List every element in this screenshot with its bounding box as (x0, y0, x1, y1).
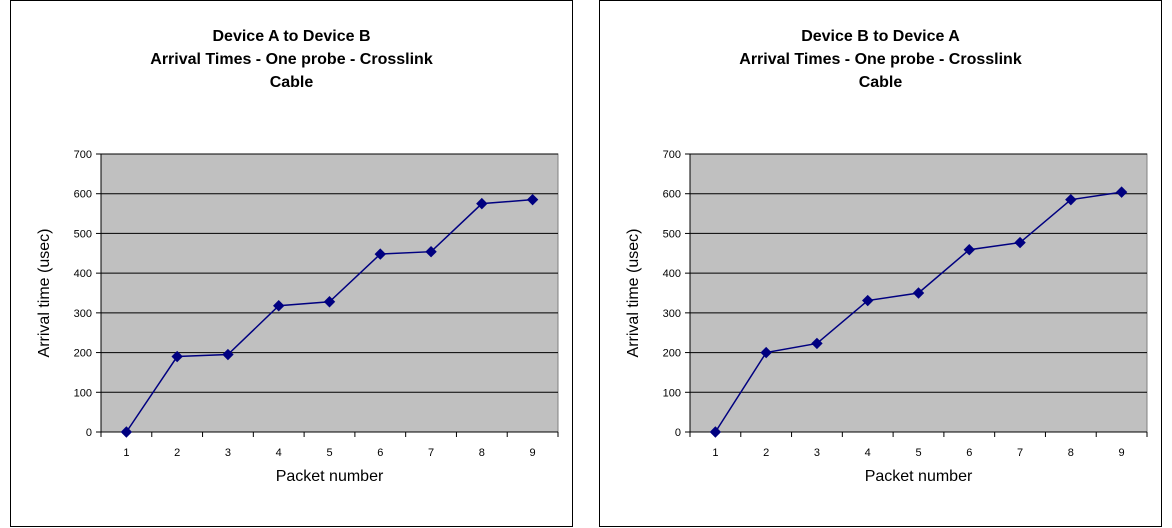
y-tick-label: 600 (663, 189, 681, 201)
y-axis-label: Arrival time (usec) (625, 229, 642, 358)
y-tick-label: 200 (663, 348, 681, 360)
y-axis-label: Arrival time (usec) (36, 229, 53, 358)
y-tick-label: 300 (74, 308, 92, 320)
y-tick-label: 300 (663, 308, 681, 320)
x-tick-label: 5 (915, 447, 921, 459)
y-tick-label: 500 (663, 228, 681, 240)
x-tick-label: 3 (814, 447, 820, 459)
data-point-marker (862, 294, 874, 307)
data-point-marker (912, 287, 925, 299)
data-point-marker (222, 348, 234, 361)
data-point-marker (811, 337, 823, 350)
data-point-marker (374, 248, 386, 260)
chart-title-line-3: Cable (858, 74, 903, 91)
chart-device-b-to-a: Device B to Device A Arrival Times - One… (599, 0, 1162, 527)
x-tick-label: 1 (123, 447, 129, 459)
data-point-marker (760, 346, 772, 359)
y-tick-label: 600 (74, 189, 92, 201)
plot-area (100, 153, 559, 433)
x-tick-label: 7 (428, 447, 434, 459)
x-tick-label: 9 (1119, 447, 1125, 459)
chart-title-line-1: Device B to Device A (801, 28, 960, 45)
x-tick-label: 6 (966, 447, 972, 459)
chart-title-line-2: Arrival Times - One probe - Crosslink (150, 51, 433, 68)
chart-device-a-to-b: Device A to Device B Arrival Times - One… (10, 0, 573, 527)
data-point-marker (963, 244, 975, 256)
y-tick-label: 700 (74, 149, 92, 161)
line-chart-svg: 0 100 200 300 400 500 600 700 1 2 3 4 5 6 7 8 9 Packet nu… (625, 149, 1148, 485)
x-axis-label: Packet number (865, 468, 973, 485)
x-tick-label: 9 (530, 447, 536, 459)
y-tick-label: 400 (74, 268, 92, 280)
line-chart-svg: 0 100 200 300 400 500 600 700 1 2 3 4 5 6 7 8 9 Packet nu… (36, 149, 559, 485)
x-tick-label: 8 (1068, 447, 1074, 459)
data-point-marker (425, 245, 437, 258)
data-point-marker (476, 197, 488, 210)
data-point-marker (1065, 193, 1077, 206)
y-tick-label: 100 (663, 387, 681, 399)
x-tick-label: 3 (225, 447, 231, 459)
y-tick-label: 500 (74, 228, 92, 240)
chart-title: Device B to Device A Arrival Times - One… (600, 25, 1161, 94)
y-tick-label: 200 (74, 348, 92, 360)
data-point-marker (1115, 186, 1128, 198)
data-point-marker (1014, 236, 1026, 249)
chart-title-line-2: Arrival Times - One probe - Crosslink (739, 51, 1022, 68)
data-point-marker (120, 426, 133, 438)
x-tick-label: 6 (377, 447, 383, 459)
y-tick-label: 100 (74, 387, 92, 399)
data-point-marker (273, 300, 285, 312)
data-point-marker (171, 350, 183, 363)
data-point-marker (526, 193, 539, 206)
chart-title-line-3: Cable (269, 74, 314, 91)
y-tick-label: 0 (675, 427, 681, 439)
x-tick-label: 2 (763, 447, 769, 459)
y-tick-label: 700 (663, 149, 681, 161)
data-point-marker (709, 426, 722, 438)
x-tick-label: 7 (1017, 447, 1023, 459)
x-tick-label: 4 (865, 447, 871, 459)
chart-title: Device A to Device B Arrival Times - One… (11, 25, 572, 94)
data-point-marker (323, 296, 336, 308)
x-tick-label: 4 (276, 447, 282, 459)
x-tick-label: 2 (174, 447, 180, 459)
x-tick-label: 1 (712, 447, 718, 459)
y-tick-label: 0 (86, 427, 92, 439)
x-tick-label: 5 (326, 447, 332, 459)
x-axis-label: Packet number (276, 468, 384, 485)
chart-title-line-1: Device A to Device B (212, 28, 371, 45)
x-tick-label: 8 (479, 447, 485, 459)
y-tick-label: 400 (663, 268, 681, 280)
